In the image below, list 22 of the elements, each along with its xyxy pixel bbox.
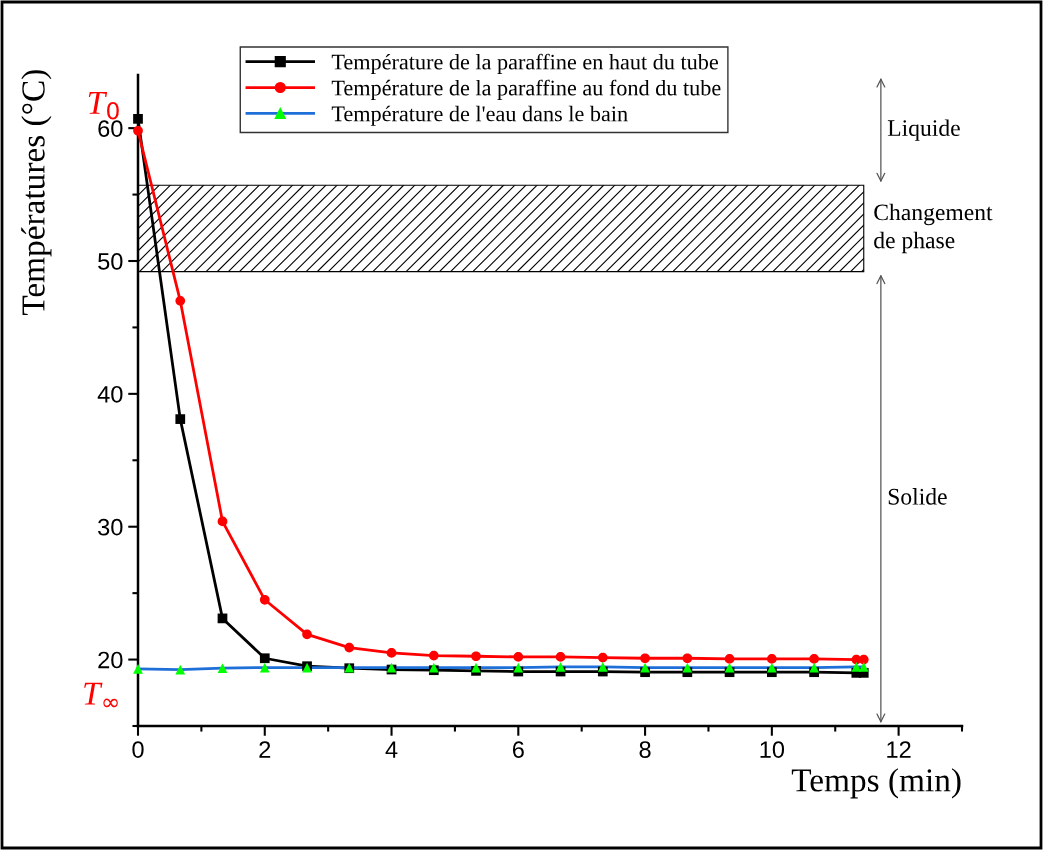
legend-label: Température de l'eau dans le bain xyxy=(331,105,628,126)
y-tick-label: 60 xyxy=(98,120,123,137)
legend-label: Température de la paraffine en haut du tube xyxy=(331,53,718,75)
annotation: Liquide xyxy=(887,119,960,141)
annotation: T$_{∞}$ xyxy=(84,682,118,708)
y-tick-label: 40 xyxy=(97,385,123,403)
annotation: Solide xyxy=(888,488,947,505)
y-tick-label: 30 xyxy=(98,518,123,536)
annotation: T$_{0}$ xyxy=(88,91,119,120)
x-tick-label: 12 xyxy=(887,741,911,758)
legend-label: Température de la paraffine au fond du tube xyxy=(331,79,721,101)
x-tick-label: 2 xyxy=(259,741,271,758)
x-tick-label: 6 xyxy=(512,741,524,758)
y-tick-label: 50 xyxy=(98,253,123,270)
band-label: Changement de phase xyxy=(874,203,993,254)
x-tick-label: 4 xyxy=(385,741,398,758)
y-axis-title: Températures (°C) xyxy=(21,70,52,316)
x-axis-title: Temps (min) xyxy=(791,768,961,799)
x-tick-label: 10 xyxy=(760,741,785,758)
y-tick-label: 20 xyxy=(98,651,123,669)
x-tick-label: 0 xyxy=(132,741,144,758)
x-tick-label: 8 xyxy=(639,741,651,758)
